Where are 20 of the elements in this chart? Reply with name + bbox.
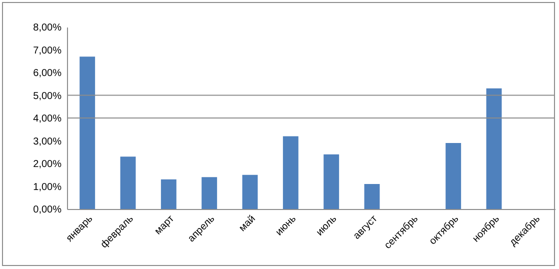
bar xyxy=(364,184,380,209)
bar xyxy=(120,156,136,209)
bar xyxy=(80,56,96,209)
x-tick-label: май xyxy=(237,214,258,234)
bar xyxy=(486,88,502,209)
bar xyxy=(324,154,340,209)
y-tick-label: 8,00% xyxy=(33,22,62,34)
y-tick-label: 1,00% xyxy=(33,182,62,193)
y-tick-label: 7,00% xyxy=(33,45,62,56)
bar xyxy=(160,179,176,209)
y-tick-label: 3,00% xyxy=(33,136,62,148)
bar xyxy=(446,143,462,209)
bar xyxy=(282,136,298,209)
y-tick-label: 6,00% xyxy=(33,68,62,79)
bar xyxy=(202,177,218,209)
y-tick-label: 4,00% xyxy=(33,114,62,124)
y-tick-label: 0,00% xyxy=(33,204,62,216)
y-tick-label: 5,00% xyxy=(33,90,62,102)
y-tick-label: 2,00% xyxy=(33,159,62,170)
bar xyxy=(242,174,258,209)
